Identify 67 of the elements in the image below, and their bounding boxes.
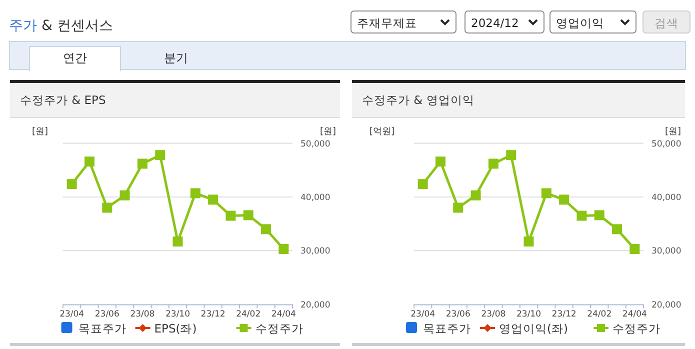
x-tick-label: 24/04 bbox=[271, 309, 296, 320]
legend-label: 영업이익(좌) bbox=[499, 322, 568, 336]
point bbox=[541, 188, 552, 198]
x-tick-label: 23/06 bbox=[446, 309, 470, 320]
y2-axis-title: [원] bbox=[320, 127, 336, 137]
legend-label: 수정주가 bbox=[612, 322, 660, 336]
point bbox=[506, 150, 516, 160]
point bbox=[243, 210, 254, 220]
text: 연간 bbox=[63, 51, 87, 65]
point bbox=[470, 190, 481, 200]
point bbox=[137, 158, 148, 169]
x-tick-label: 23/08 bbox=[130, 309, 155, 320]
text: 주재무제표 bbox=[357, 16, 417, 30]
text: 주가 & 컨센서스 bbox=[9, 18, 113, 34]
x-tick-label: 23/04 bbox=[410, 309, 436, 320]
point bbox=[612, 224, 622, 234]
point bbox=[278, 244, 289, 254]
point bbox=[190, 188, 200, 198]
x-tick-label: 23/10 bbox=[166, 309, 190, 320]
y2-tick-label: 40,000 bbox=[300, 192, 330, 203]
point bbox=[208, 194, 218, 205]
y2-tick-label: 50,000 bbox=[300, 139, 330, 150]
point bbox=[102, 202, 112, 213]
text: 영업이익 bbox=[556, 16, 604, 30]
legend-label: 목표주가 bbox=[78, 322, 126, 336]
y2-tick-label: 30,000 bbox=[300, 246, 330, 257]
point bbox=[453, 202, 464, 213]
x-tick-label: 24/04 bbox=[622, 309, 647, 320]
chart-title: 수정주가 & 영업이익 bbox=[362, 93, 474, 107]
x-tick-label: 23/10 bbox=[516, 309, 541, 320]
y2-tick-label: 20,000 bbox=[652, 300, 682, 310]
point bbox=[226, 210, 236, 221]
point bbox=[559, 194, 570, 205]
y2-tick-label: 20,000 bbox=[300, 300, 330, 310]
y2-axis-title: [원] bbox=[664, 127, 681, 137]
y2-tick-label: 50,000 bbox=[652, 139, 682, 150]
x-tick-label: 23/08 bbox=[481, 309, 506, 320]
legend-label: EPS(좌) bbox=[154, 322, 197, 336]
legend-label: 수정주가 bbox=[255, 322, 304, 336]
point bbox=[524, 236, 534, 247]
point bbox=[261, 224, 272, 234]
point bbox=[576, 210, 587, 221]
x-tick-label: 24/02 bbox=[587, 309, 612, 320]
x-tick-label: 24/02 bbox=[236, 309, 261, 320]
y2-tick-label: 30,000 bbox=[652, 246, 682, 257]
point bbox=[84, 156, 94, 167]
point bbox=[594, 210, 604, 220]
point bbox=[120, 190, 130, 200]
y-axis-title: [원] bbox=[32, 127, 48, 137]
x-tick-label: 23/04 bbox=[60, 309, 84, 320]
point bbox=[630, 244, 640, 254]
point bbox=[66, 179, 77, 190]
text: 2024/12 bbox=[471, 16, 519, 30]
point bbox=[172, 236, 183, 247]
y-axis-title: [억원] bbox=[369, 127, 395, 137]
point bbox=[155, 150, 166, 160]
x-tick-label: 23/12 bbox=[200, 309, 226, 320]
text: 검색 bbox=[654, 16, 678, 30]
x-tick-label: 23/06 bbox=[94, 309, 120, 320]
chart-title: 수정주가 & EPS bbox=[20, 93, 106, 107]
x-tick-label: 23/12 bbox=[552, 309, 576, 320]
y2-tick-label: 40,000 bbox=[652, 192, 682, 203]
text: 분기 bbox=[164, 51, 188, 65]
point bbox=[435, 156, 446, 167]
legend-label: 목표주가 bbox=[423, 322, 471, 336]
point bbox=[418, 179, 428, 190]
point bbox=[488, 158, 498, 169]
